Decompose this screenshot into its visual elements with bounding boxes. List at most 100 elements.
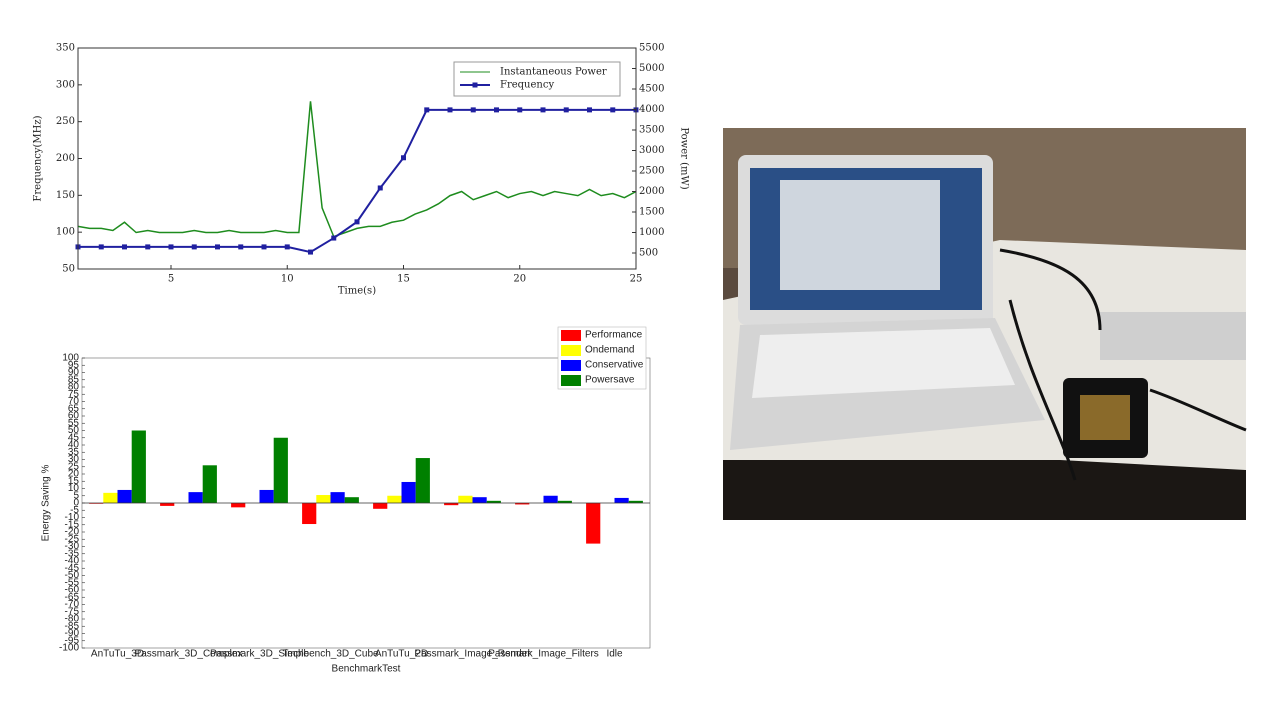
y2-tick-label: 4000	[639, 104, 664, 115]
point-marker	[238, 244, 244, 250]
y-tick-label: -10	[65, 512, 80, 523]
y2-tick-label: 2500	[639, 166, 664, 177]
bar	[344, 497, 359, 503]
x-tick-label: Idle	[606, 649, 623, 660]
x-axis-label: BenchmarkTest	[332, 664, 401, 675]
point-marker	[470, 107, 476, 113]
power-meter	[1100, 312, 1246, 360]
y-tick-label: 65	[68, 403, 80, 414]
y-tick-label: -20	[65, 527, 80, 538]
point-marker	[215, 244, 220, 250]
legend-swatch	[561, 330, 581, 341]
x-tick-label: Passmark_Image_Render	[414, 649, 531, 660]
y-tick-label: 95	[68, 360, 80, 371]
y2-tick-label: 500	[639, 248, 658, 259]
bar	[486, 500, 501, 503]
y-tick-label: 70	[68, 396, 80, 407]
bar	[543, 495, 558, 503]
y-tick-label: 150	[56, 190, 75, 201]
y-tick-label: -75	[65, 606, 80, 617]
bar	[302, 503, 317, 525]
y-tick-label: 300	[56, 79, 75, 90]
y2-tick-label: 2000	[639, 186, 664, 197]
point-marker	[610, 107, 616, 113]
x-tick-label: 20	[513, 274, 526, 285]
point-marker	[261, 244, 267, 250]
legend-box	[453, 61, 621, 97]
y-tick-label: 250	[56, 116, 75, 127]
bar	[614, 497, 629, 503]
point-marker	[587, 107, 592, 113]
bar	[557, 500, 572, 503]
series-line	[77, 101, 637, 238]
bar	[472, 497, 487, 503]
point-marker	[331, 235, 337, 241]
y2-tick-label: 1500	[639, 207, 664, 218]
y-tick-label: -55	[65, 577, 80, 588]
x-tick-label: Passmark_3D_Simple	[210, 649, 309, 660]
y2-tick-label: 1000	[639, 227, 664, 238]
y-tick-label: 30	[68, 454, 80, 465]
y-tick-label: -100	[59, 643, 79, 654]
bar	[401, 481, 416, 503]
y-tick-label: -85	[65, 621, 80, 632]
legend-swatch	[561, 345, 581, 356]
bar	[458, 495, 473, 503]
y-tick-label: -15	[65, 519, 80, 530]
y-tick-label: -40	[65, 556, 80, 567]
x-tick-label: AnTuTu_3D	[91, 649, 144, 660]
x-tick-label: 5	[168, 274, 174, 285]
cables	[999, 248, 1247, 481]
line-chart: 5 10 15 20 25 50 100 150 200 250 300 350 500 1000 1500…	[33, 43, 690, 297]
legend-label: Frequency	[500, 80, 554, 91]
y-tick-label: 200	[56, 153, 75, 164]
legend-label: Instantaneous Power	[500, 67, 607, 78]
legend-label: Powersave	[585, 375, 635, 386]
y-tick-label: -60	[65, 585, 80, 596]
bar	[330, 492, 345, 503]
photo-floor	[723, 460, 1246, 520]
point-marker	[168, 244, 174, 250]
y-axis-label: Energy Saving %	[41, 465, 52, 542]
x-tick-label: Passmark_Image_Filters	[488, 649, 599, 660]
y2-tick-label: 3000	[639, 145, 664, 156]
bar	[202, 465, 217, 503]
y-tick-label: 5	[73, 490, 79, 501]
bar	[415, 458, 430, 503]
screen-window	[780, 180, 940, 290]
y-tick-label: 45	[68, 432, 80, 443]
bar	[515, 503, 530, 505]
y-tick-label: 15	[68, 476, 80, 487]
point-marker	[401, 155, 406, 161]
y-tick-label: -35	[65, 548, 80, 559]
point-marker	[122, 244, 127, 250]
y-axis-label: Frequency(MHz)	[33, 115, 44, 201]
y2-tick-label: 5000	[639, 63, 664, 74]
point-marker	[494, 107, 499, 113]
point-marker	[563, 107, 569, 113]
point-marker	[424, 107, 430, 113]
x-tick-label: 15	[397, 274, 410, 285]
y-tick-label: 55	[68, 418, 80, 429]
y-tick-label: 50	[68, 425, 80, 436]
point-marker	[447, 107, 453, 113]
y2-tick-label: 4500	[639, 84, 664, 95]
bar-chart: -100-95-90-85-80-75-70-65-60-55-50-45-40…	[41, 326, 651, 675]
y-tick-label: -70	[65, 599, 80, 610]
y2-tick-label: 3500	[639, 125, 664, 136]
point-marker	[284, 244, 290, 250]
bar	[259, 489, 274, 503]
point-marker	[377, 185, 383, 191]
bar	[586, 503, 601, 544]
y-tick-label: -80	[65, 614, 80, 625]
y-tick-label: 20	[68, 469, 80, 480]
y-tick-label: -95	[65, 635, 80, 646]
y-tick-label: 350	[56, 43, 75, 54]
series-line	[78, 108, 636, 254]
bar	[273, 437, 288, 503]
bar	[117, 489, 132, 503]
keyboard	[752, 328, 1015, 398]
y-tick-label: -25	[65, 534, 80, 545]
y-tick-label: -50	[65, 570, 80, 581]
